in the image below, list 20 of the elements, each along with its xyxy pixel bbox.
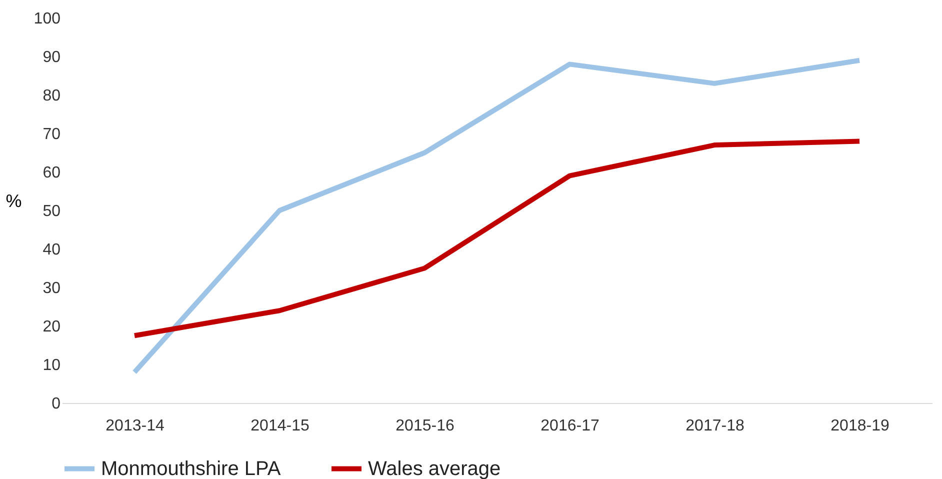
x-tick-label: 2015-16 [396, 418, 454, 434]
y-tick-label: 100 [34, 10, 61, 28]
y-tick-label: 90 [42, 49, 61, 66]
x-tick-label: 2013-14 [106, 418, 164, 434]
y-tick-label: 10 [42, 357, 61, 374]
x-tick-label: 2016-17 [540, 418, 600, 434]
y-axis-title: % [6, 191, 22, 211]
y-tick-label: 30 [42, 280, 61, 297]
y-tick-label: 70 [42, 126, 61, 143]
y-tick-label: 0 [52, 396, 61, 412]
x-tick-label: 2018-19 [830, 418, 890, 434]
y-tick-label: 80 [42, 88, 61, 104]
x-tick-label: 2017-18 [686, 418, 744, 434]
y-tick-label: 20 [42, 318, 61, 336]
legend-label: Monmouthshire LPA [101, 458, 282, 479]
y-tick-label: 50 [42, 203, 61, 220]
legend-label: Wales average [368, 458, 501, 479]
y-tick-label: 60 [42, 164, 61, 182]
x-tick-label: 2014-15 [250, 418, 310, 434]
y-tick-label: 40 [42, 242, 61, 258]
